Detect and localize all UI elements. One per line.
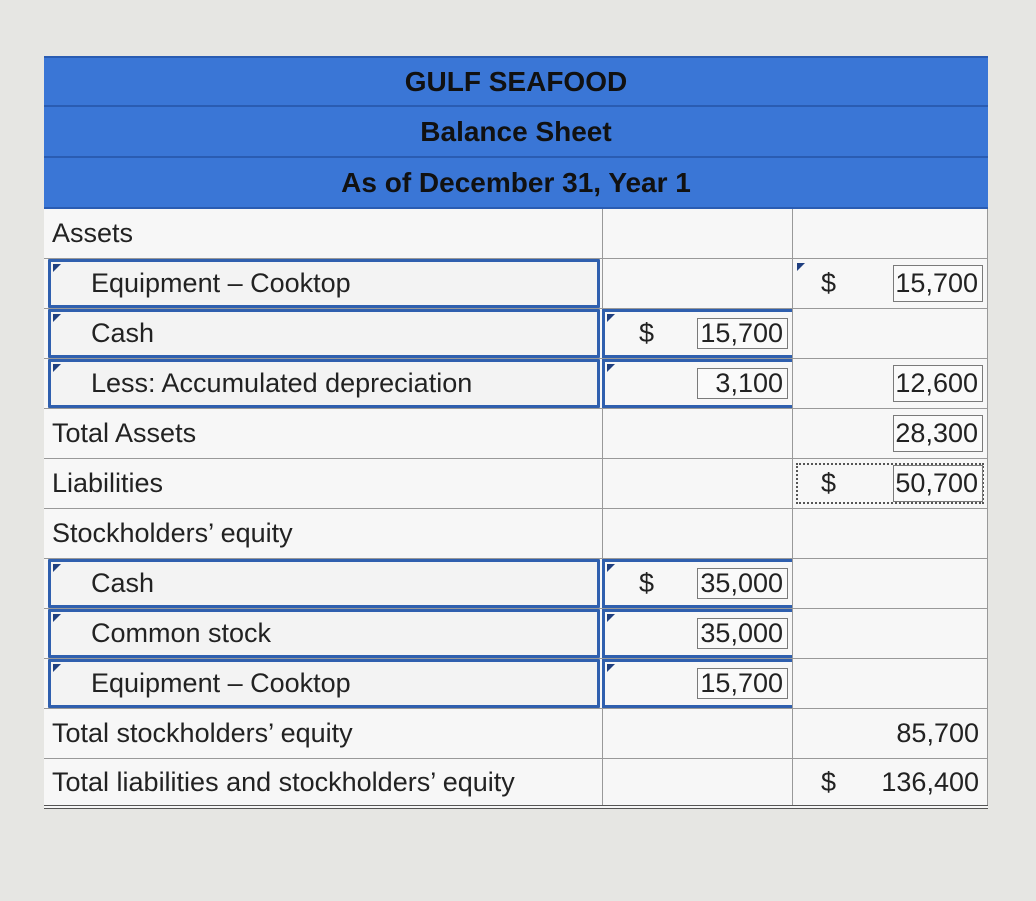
row-accumulated-depreciation: Less: Accumulated depreciation 3,100 12,…	[44, 359, 988, 409]
row-label: Equipment – Cooktop	[91, 668, 351, 698]
dollar-sign: $	[821, 468, 837, 498]
row-total-assets: Total Assets 28,300	[44, 409, 988, 459]
col1-cell[interactable]	[602, 409, 792, 458]
dropdown-corner-icon	[53, 564, 61, 572]
sheet-grid: Assets Equipment – Cooktop $ 15,700 Cash	[44, 209, 988, 809]
row-cash: Cash $ 15,700	[44, 309, 988, 359]
account-dropdown[interactable]: Equipment – Cooktop	[48, 659, 600, 708]
col2-cell[interactable]: $ 50,700	[792, 459, 988, 508]
col2-cell[interactable]	[792, 609, 988, 658]
dollar-sign: $	[639, 318, 655, 348]
statement-title: Balance Sheet	[44, 107, 988, 158]
col2-cell[interactable]: 12,600	[792, 359, 988, 408]
row-label: Liabilities	[52, 468, 164, 498]
row-common-stock: Common stock 35,000	[44, 609, 988, 659]
row-equity-cash: Cash $ 35,000	[44, 559, 988, 609]
amount-input[interactable]: 136,400	[881, 766, 979, 797]
col2-cell[interactable]	[792, 309, 988, 358]
dropdown-corner-icon	[53, 264, 61, 272]
amount-input[interactable]: 35,000	[697, 618, 788, 649]
col1-cell[interactable]	[602, 709, 792, 758]
row-stockholders-equity-heading: Stockholders’ equity	[44, 509, 988, 559]
row-label: Equipment – Cooktop	[91, 268, 351, 298]
row-label: Stockholders’ equity	[52, 518, 293, 548]
amount-input[interactable]: 50,700	[893, 465, 983, 502]
row-liabilities: Liabilities $ 50,700	[44, 459, 988, 509]
col1-cell[interactable]	[602, 209, 792, 258]
row-label: Common stock	[91, 618, 272, 648]
col1-cell[interactable]	[602, 509, 792, 558]
dollar-sign: $	[639, 568, 655, 598]
account-dropdown[interactable]: Cash	[48, 309, 600, 358]
account-dropdown[interactable]: Less: Accumulated depreciation	[48, 359, 600, 408]
balance-sheet: GULF SEAFOOD Balance Sheet As of Decembe…	[44, 56, 988, 809]
amount-input[interactable]: 15,700	[697, 318, 788, 349]
col1-cell[interactable]	[602, 459, 792, 508]
row-label: Cash	[91, 568, 155, 598]
row-equity-equipment-cooktop: Equipment – Cooktop 15,700	[44, 659, 988, 709]
col1-cell[interactable]	[602, 759, 792, 805]
row-label: Assets	[52, 218, 134, 248]
amount-input[interactable]: 3,100	[697, 368, 788, 399]
col1-cell[interactable]	[602, 259, 792, 308]
amount-input[interactable]: 85,700	[896, 718, 979, 748]
dropdown-corner-icon	[53, 664, 61, 672]
col2-cell[interactable]	[792, 659, 988, 708]
row-assets-heading: Assets	[44, 209, 988, 259]
company-name: GULF SEAFOOD	[44, 56, 988, 107]
row-label: Total Assets	[52, 418, 197, 448]
amount-input[interactable]: 15,700	[697, 668, 788, 699]
account-dropdown[interactable]: Common stock	[48, 609, 600, 658]
dropdown-corner-icon	[607, 364, 615, 372]
account-dropdown[interactable]: Cash	[48, 559, 600, 608]
col1-cell[interactable]: 35,000	[602, 609, 792, 658]
account-dropdown[interactable]: Equipment – Cooktop	[48, 259, 600, 308]
amount-input[interactable]: 28,300	[893, 415, 983, 452]
col2-cell[interactable]	[792, 209, 988, 258]
dropdown-corner-icon	[607, 314, 615, 322]
dropdown-corner-icon	[53, 364, 61, 372]
row-label: Cash	[91, 318, 155, 348]
amount-input[interactable]: 12,600	[893, 365, 983, 402]
col2-cell[interactable]: 85,700	[792, 709, 988, 758]
row-total-liabilities-equity: Total liabilities and stockholders’ equi…	[44, 759, 988, 809]
col2-cell[interactable]: $ 136,400	[792, 759, 988, 805]
dropdown-corner-icon	[797, 263, 805, 271]
col1-cell[interactable]: $ 35,000	[602, 559, 792, 608]
dollar-sign: $	[821, 268, 837, 298]
amount-input[interactable]: 35,000	[697, 568, 788, 599]
col2-cell[interactable]: $ 15,700	[792, 259, 988, 308]
col2-cell[interactable]	[792, 559, 988, 608]
dropdown-corner-icon	[53, 314, 61, 322]
col1-cell[interactable]: 15,700	[602, 659, 792, 708]
row-total-stockholders-equity: Total stockholders’ equity 85,700	[44, 709, 988, 759]
row-label: Total liabilities and stockholders’ equi…	[52, 766, 515, 797]
row-equipment-cooktop: Equipment – Cooktop $ 15,700	[44, 259, 988, 309]
row-label: Total stockholders’ equity	[52, 718, 353, 748]
col2-cell[interactable]: 28,300	[792, 409, 988, 458]
col1-cell[interactable]: $ 15,700	[602, 309, 792, 358]
dropdown-corner-icon	[607, 614, 615, 622]
dropdown-corner-icon	[53, 614, 61, 622]
row-label: Less: Accumulated depreciation	[91, 368, 473, 398]
statement-date: As of December 31, Year 1	[44, 158, 988, 209]
dropdown-corner-icon	[607, 664, 615, 672]
col1-cell[interactable]: 3,100	[602, 359, 792, 408]
amount-input[interactable]: 15,700	[893, 265, 983, 302]
dropdown-corner-icon	[607, 564, 615, 572]
dollar-sign: $	[821, 766, 837, 797]
col2-cell[interactable]	[792, 509, 988, 558]
